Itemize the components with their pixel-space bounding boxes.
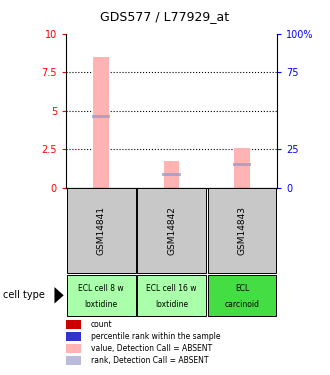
Bar	[137, 274, 206, 316]
Text: percentile rank within the sample: percentile rank within the sample	[91, 332, 220, 341]
Text: cell type: cell type	[3, 290, 45, 300]
Polygon shape	[54, 287, 64, 304]
Text: loxtidine: loxtidine	[84, 300, 118, 309]
Text: value, Detection Call = ABSENT: value, Detection Call = ABSENT	[91, 344, 212, 353]
Bar	[92, 116, 110, 118]
Bar	[67, 274, 136, 316]
Text: ECL cell 8 w: ECL cell 8 w	[79, 284, 124, 293]
Bar	[234, 147, 250, 188]
Text: count: count	[91, 320, 113, 329]
Text: rank, Detection Call = ABSENT: rank, Detection Call = ABSENT	[91, 356, 208, 365]
Bar	[164, 161, 179, 188]
Bar	[233, 163, 251, 166]
Text: GSM14841: GSM14841	[97, 206, 106, 255]
Text: ECL cell 16 w: ECL cell 16 w	[146, 284, 197, 293]
Bar	[93, 57, 109, 188]
Bar	[67, 188, 136, 273]
Text: carcinoid: carcinoid	[224, 300, 259, 309]
Text: loxtidine: loxtidine	[155, 300, 188, 309]
Bar	[208, 274, 277, 316]
Text: GSM14842: GSM14842	[167, 206, 176, 255]
Text: GDS577 / L77929_at: GDS577 / L77929_at	[100, 10, 230, 23]
Text: ECL: ECL	[235, 284, 249, 293]
Text: GSM14843: GSM14843	[238, 206, 247, 255]
Bar	[137, 188, 206, 273]
Bar	[208, 188, 277, 273]
Bar	[162, 173, 181, 176]
